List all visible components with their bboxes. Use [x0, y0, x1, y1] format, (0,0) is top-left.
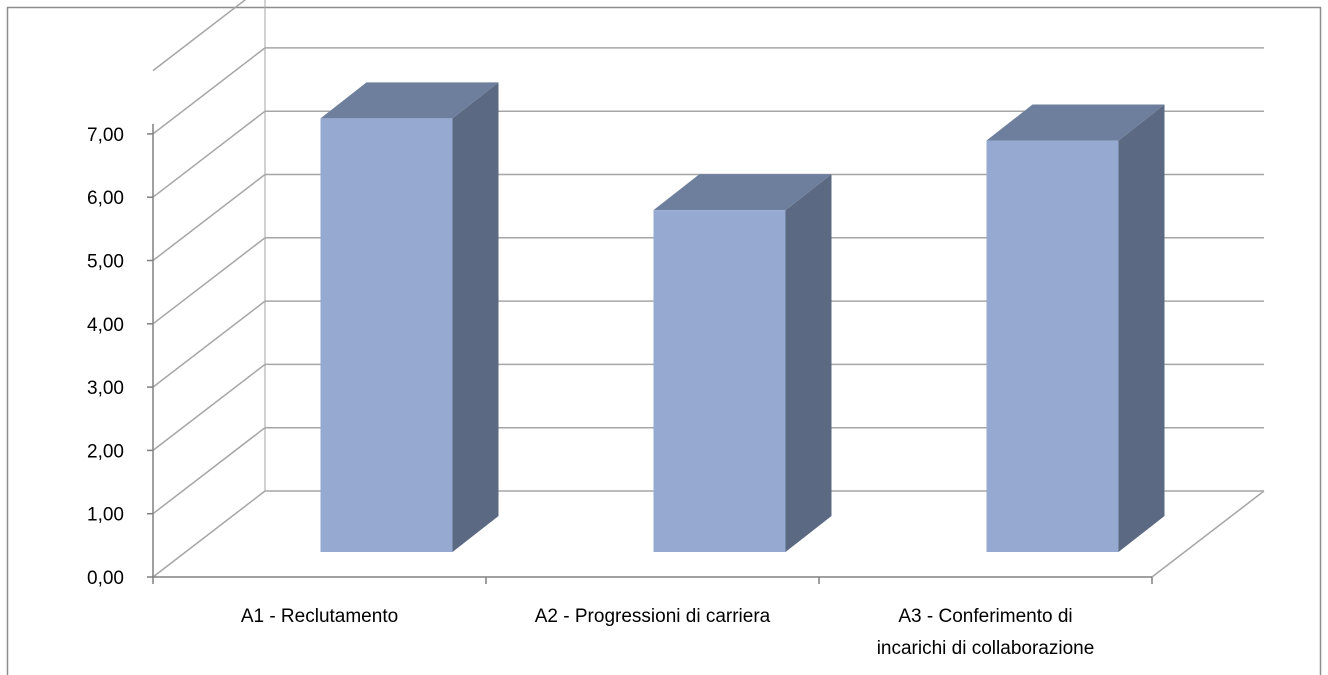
- y-tick-label: 7,00: [87, 125, 124, 146]
- bar-top: [320, 82, 499, 119]
- chart-border: [6, 6, 1322, 675]
- bar-group: [320, 82, 499, 553]
- gridline-side: [152, 0, 247, 72]
- y-tick-label: 4,00: [87, 315, 124, 336]
- gridline-side: [152, 363, 266, 451]
- x-category-label: A1 - Reclutamento: [241, 606, 398, 627]
- gridline-side: [152, 110, 266, 198]
- gridline-side: [152, 237, 266, 325]
- x-category-label: A2 - Progressioni di carriera: [535, 606, 771, 627]
- y-tick-label: 6,00: [87, 188, 124, 209]
- bar: [986, 140, 1119, 553]
- labels: 0,00 1,00 2,00 3,00 4,00 5,00 6,00 7,00 A1 - Rec…: [87, 125, 1094, 659]
- floor-right-edge: [1151, 490, 1265, 578]
- y-tick-label: 3,00: [87, 378, 124, 399]
- y-tick-label: 1,00: [87, 505, 124, 526]
- gridline-side: [152, 47, 266, 135]
- bar-group: [653, 174, 832, 552]
- gridline-side: [152, 173, 266, 262]
- bar-side: [1118, 104, 1165, 553]
- bar-group: [986, 104, 1165, 553]
- gridline-side: [152, 427, 266, 515]
- bars: [320, 82, 1165, 553]
- y-tick-label: 0,00: [87, 568, 124, 589]
- x-category-label: incarichi di collaborazione: [877, 638, 1095, 659]
- y-tick-label: 5,00: [87, 252, 124, 273]
- gridline-side: [152, 300, 266, 388]
- floor-left-edge: [152, 490, 266, 578]
- bar-top: [653, 174, 832, 211]
- bar-top: [986, 104, 1165, 141]
- bar: [653, 210, 786, 552]
- bar-side: [452, 82, 499, 553]
- y-tick-label: 2,00: [87, 441, 124, 462]
- axes: [147, 123, 1153, 584]
- bar: [320, 118, 453, 553]
- x-category-label: A3 - Conferimento di: [898, 606, 1072, 627]
- bar-side: [785, 174, 832, 552]
